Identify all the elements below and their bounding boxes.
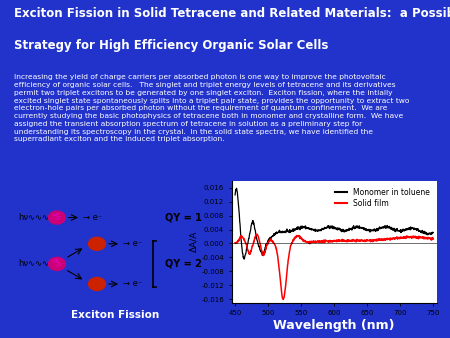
Text: → e⁻: → e⁻	[123, 280, 142, 288]
Text: Strategy for High Efficiency Organic Solar Cells: Strategy for High Efficiency Organic Sol…	[14, 39, 328, 52]
Text: → e⁻: → e⁻	[123, 239, 142, 248]
Text: *S: *S	[52, 213, 62, 222]
Text: Exciton Fission: Exciton Fission	[71, 310, 159, 320]
Text: *T: *T	[92, 239, 102, 248]
Legend: Monomer in toluene, Solid film: Monomer in toluene, Solid film	[332, 185, 433, 211]
Text: → e⁻: → e⁻	[83, 213, 102, 222]
Text: Increasing the yield of charge carriers per absorbed photon is one way to improv: Increasing the yield of charge carriers …	[14, 74, 409, 142]
Text: hν∿∿∿: hν∿∿∿	[18, 259, 49, 268]
Text: *S: *S	[52, 259, 62, 268]
Text: Exciton Fission in Solid Tetracene and Related Materials:  a Possible: Exciton Fission in Solid Tetracene and R…	[14, 7, 450, 20]
Text: *T: *T	[92, 280, 102, 288]
Circle shape	[49, 258, 65, 270]
Y-axis label: ΔA/A: ΔA/A	[189, 231, 198, 252]
Text: hν∿∿∿: hν∿∿∿	[18, 213, 49, 222]
Circle shape	[89, 277, 105, 290]
Text: QY = 1: QY = 1	[165, 213, 202, 222]
Circle shape	[89, 237, 105, 250]
X-axis label: Wavelength (nm): Wavelength (nm)	[274, 319, 395, 332]
Text: QY = 2: QY = 2	[165, 259, 202, 269]
Circle shape	[49, 211, 65, 224]
